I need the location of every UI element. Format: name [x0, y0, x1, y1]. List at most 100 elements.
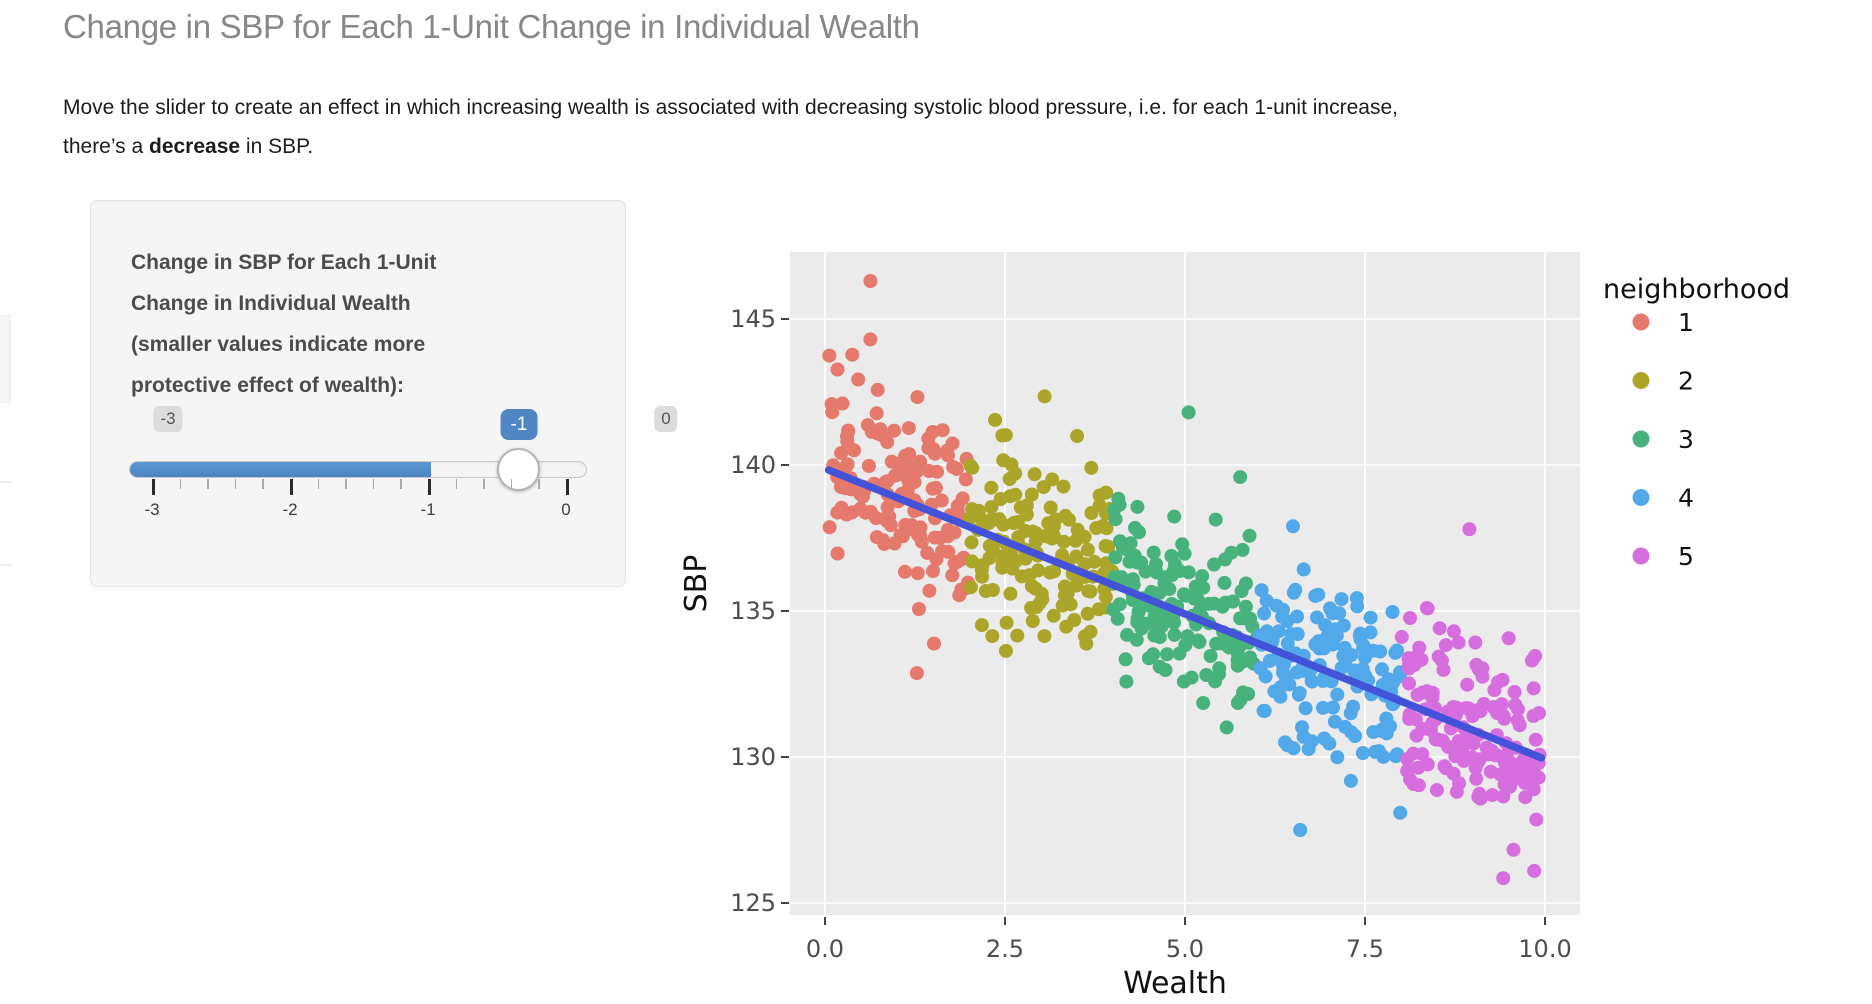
data-point-neighborhood-3	[1181, 405, 1196, 420]
data-point-neighborhood-2	[974, 618, 989, 633]
data-point-neighborhood-2	[1084, 460, 1099, 475]
slider-minor-tick	[234, 479, 237, 489]
data-point-neighborhood-3	[1176, 674, 1191, 689]
data-point-neighborhood-2	[1098, 539, 1113, 553]
slider-grid: -3 -2 -1 0	[129, 479, 587, 524]
legend-item-3[interactable]: 3	[1632, 425, 1694, 454]
data-point-neighborhood-1	[830, 505, 845, 520]
data-point-neighborhood-1	[925, 425, 940, 439]
data-point-neighborhood-3	[1208, 512, 1223, 527]
data-point-neighborhood-2	[996, 517, 1011, 532]
data-point-neighborhood-2	[999, 615, 1014, 630]
data-point-neighborhood-1	[834, 446, 849, 460]
data-point-neighborhood-5	[1415, 747, 1430, 762]
data-point-neighborhood-1	[934, 493, 949, 508]
data-point-neighborhood-3	[1160, 647, 1174, 662]
data-point-neighborhood-2	[965, 508, 980, 523]
slider-handle[interactable]	[497, 448, 540, 491]
data-point-neighborhood-4	[1363, 610, 1378, 625]
data-point-neighborhood-5	[1519, 756, 1534, 771]
data-point-neighborhood-2	[995, 428, 1010, 443]
legend-swatch-icon	[1632, 372, 1650, 389]
data-point-neighborhood-5	[1485, 788, 1500, 803]
data-point-neighborhood-4	[1290, 609, 1304, 624]
regression-trend-line	[824, 466, 1546, 762]
data-point-neighborhood-3	[1207, 557, 1222, 572]
data-point-neighborhood-2	[1002, 472, 1017, 486]
data-point-neighborhood-2	[1081, 584, 1096, 599]
slider-track[interactable]	[129, 461, 587, 478]
decrease-emphasis: decrease	[149, 135, 241, 158]
data-point-neighborhood-2	[984, 500, 999, 515]
data-point-neighborhood-3	[1178, 588, 1193, 603]
legend-item-2[interactable]: 2	[1632, 367, 1694, 396]
data-point-neighborhood-4	[1352, 628, 1367, 643]
data-point-neighborhood-1	[927, 446, 942, 461]
slider-minor-tick	[345, 479, 347, 489]
data-point-neighborhood-1	[877, 511, 892, 526]
data-point-neighborhood-2	[1077, 529, 1092, 544]
data-point-neighborhood-2	[984, 480, 999, 495]
data-point-neighborhood-4	[1316, 700, 1330, 715]
data-point-neighborhood-4	[1280, 636, 1295, 651]
data-point-neighborhood-5	[1445, 704, 1460, 719]
x-axis-title: Wealth	[1123, 966, 1227, 1001]
data-point-neighborhood-3	[1195, 569, 1210, 584]
data-point-neighborhood-4	[1327, 714, 1342, 729]
data-point-neighborhood-5	[1438, 638, 1453, 653]
legend-item-4[interactable]: 4	[1632, 484, 1694, 513]
data-point-neighborhood-1	[913, 454, 928, 469]
x-tick-label: 7.5	[1346, 935, 1384, 963]
slider-value-badge: -1	[500, 409, 538, 440]
data-point-neighborhood-3	[1108, 512, 1123, 527]
data-point-neighborhood-4	[1311, 634, 1326, 649]
data-point-neighborhood-2	[1046, 519, 1061, 534]
data-point-neighborhood-2	[1031, 563, 1046, 578]
slider-tick-label: -3	[144, 500, 160, 519]
data-point-neighborhood-4	[1296, 562, 1311, 577]
x-tick-label: 2.5	[986, 935, 1024, 963]
data-point-neighborhood-1	[912, 602, 926, 616]
data-point-neighborhood-4	[1290, 627, 1305, 641]
data-point-neighborhood-5	[1469, 771, 1484, 786]
data-point-neighborhood-4	[1304, 673, 1319, 688]
data-point-neighborhood-3	[1209, 636, 1224, 651]
legend-item-1[interactable]: 1	[1632, 308, 1694, 337]
data-point-neighborhood-1	[958, 472, 973, 487]
data-point-neighborhood-5	[1403, 611, 1417, 625]
data-point-neighborhood-5	[1460, 677, 1475, 692]
data-point-neighborhood-5	[1448, 749, 1463, 764]
data-point-neighborhood-3	[1192, 635, 1207, 649]
data-point-neighborhood-3	[1129, 632, 1144, 647]
data-point-neighborhood-2	[1037, 389, 1052, 404]
data-point-neighborhood-4	[1386, 675, 1401, 689]
data-point-neighborhood-3	[1203, 649, 1218, 663]
legend-item-label: 5	[1678, 542, 1694, 571]
data-point-neighborhood-5	[1472, 752, 1487, 767]
data-point-neighborhood-4	[1322, 736, 1337, 751]
data-point-neighborhood-3	[1238, 599, 1253, 614]
data-point-neighborhood-4	[1257, 606, 1272, 621]
data-point-neighborhood-1	[839, 459, 854, 474]
data-point-neighborhood-1	[822, 348, 837, 363]
legend-title: neighborhood	[1603, 274, 1790, 305]
data-point-neighborhood-4	[1356, 641, 1371, 656]
slider-minor-tick	[483, 479, 485, 489]
data-point-neighborhood-5	[1419, 601, 1434, 616]
data-point-neighborhood-1	[955, 491, 970, 506]
data-point-neighborhood-2	[1046, 608, 1061, 623]
instructions-text: Move the slider to create an effect in w…	[63, 88, 1623, 166]
data-point-neighborhood-4	[1293, 823, 1308, 837]
data-point-neighborhood-5	[1526, 782, 1541, 797]
data-point-neighborhood-3	[1190, 592, 1205, 607]
x-tick-label: 0.0	[806, 935, 844, 963]
y-tick-label: 145	[730, 305, 776, 333]
legend-item-5[interactable]: 5	[1632, 542, 1694, 571]
data-point-neighborhood-1	[863, 274, 878, 288]
data-point-neighborhood-5	[1468, 635, 1483, 650]
clipped-edge-fragment	[0, 564, 11, 566]
data-point-neighborhood-2	[995, 555, 1010, 570]
data-point-neighborhood-2	[1035, 592, 1050, 607]
data-point-neighborhood-3	[1218, 552, 1232, 567]
